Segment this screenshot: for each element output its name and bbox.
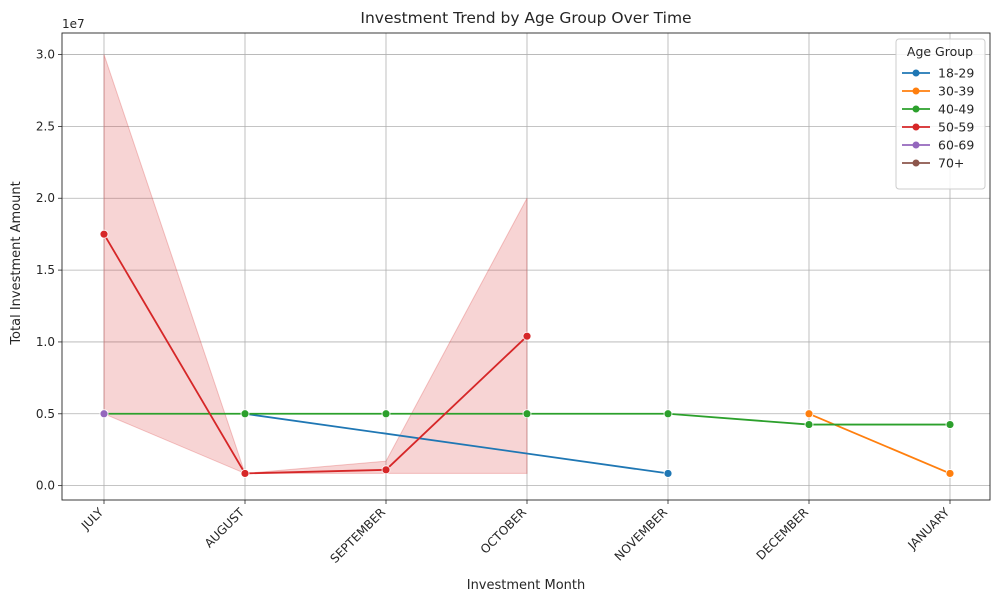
data-point-40-49: [804, 420, 814, 429]
series-30-39: [804, 409, 955, 478]
data-point-18-29: [663, 469, 673, 478]
x-tick-label: JULY: [78, 505, 107, 534]
data-point-50-59: [240, 469, 250, 478]
y-axis-ticks: 0.0 0.5 1.0 1.5 2.0 2.5 3.0: [36, 48, 62, 493]
legend: Age Group 18-29 30-39 40-49 50-59 60-69 70+: [895, 38, 986, 190]
series-line-18-29: [244, 412, 669, 475]
x-tick-label: OCTOBER: [478, 505, 529, 556]
legend-label: 60-69: [938, 138, 974, 153]
y-tick-label: 2.5: [36, 119, 55, 133]
data-point-50-59: [381, 465, 391, 475]
legend-label: 70+: [938, 156, 964, 171]
data-point-60-69: [99, 409, 109, 419]
x-axis-ticks: JULY AUGUST SEPTEMBER OCTOBER NOVEMBER DECEMB…: [78, 500, 953, 566]
y-axis-label: Total Investment Amount: [9, 181, 24, 345]
legend-frame: [895, 38, 986, 190]
x-axis-label: Investment Month: [467, 578, 586, 593]
y-tick-label: 0.0: [36, 479, 55, 493]
series-line-50-59: [103, 233, 528, 475]
y-tick-label: 1.0: [36, 335, 55, 349]
data-point-30-39: [804, 409, 814, 419]
data-point-40-49: [663, 409, 673, 419]
legend-item-40-49: 40-49: [902, 102, 974, 117]
y-tick-label: 0.5: [36, 407, 55, 421]
legend-item-70+: 70+: [902, 156, 964, 171]
data-point-40-49: [522, 409, 532, 419]
x-tick-label: SEPTEMBER: [327, 505, 388, 566]
legend-label: 30-39: [938, 84, 974, 99]
data-point-50-59: [522, 331, 532, 341]
legend-marker: [912, 69, 920, 77]
chart-title: Investment Trend by Age Group Over Time: [360, 9, 691, 27]
legend-item-30-39: 30-39: [902, 84, 974, 99]
legend-label: 40-49: [938, 102, 974, 117]
series-line-30-39: [808, 412, 951, 475]
legend-item-18-29: 18-29: [902, 66, 974, 81]
legend-marker: [912, 105, 920, 113]
legend-title: Age Group: [907, 44, 973, 59]
y-tick-label: 2.0: [36, 191, 55, 205]
series-lines: [99, 229, 955, 478]
confidence-bands: [103, 54, 528, 474]
legend-marker: [912, 159, 920, 167]
legend-item-50-59: 50-59: [902, 120, 974, 135]
legend-item-60-69: 60-69: [902, 138, 974, 153]
x-tick-label: NOVEMBER: [612, 505, 670, 563]
confidence-band-50-59: [103, 54, 528, 474]
data-point-30-39: [945, 469, 955, 478]
data-point-50-59: [99, 229, 109, 239]
y-tick-label: 3.0: [36, 48, 55, 62]
legend-label: 50-59: [938, 120, 974, 135]
data-point-40-49: [381, 409, 391, 419]
plot-area-frame: [61, 32, 991, 501]
x-tick-label: JANUARY: [904, 505, 952, 553]
x-tick-label: DECEMBER: [754, 505, 811, 562]
data-point-40-49: [945, 420, 955, 429]
legend-marker: [912, 87, 920, 95]
legend-label: 18-29: [938, 66, 974, 81]
y-tick-label: 1.5: [36, 263, 55, 277]
legend-marker: [912, 141, 920, 149]
series-50-59: [99, 229, 532, 478]
legend-marker: [912, 123, 920, 131]
data-point-40-49: [240, 409, 250, 419]
x-tick-label: AUGUST: [202, 505, 248, 551]
series-60-69: [99, 409, 109, 419]
y-offset-label: 1e7: [62, 17, 85, 31]
